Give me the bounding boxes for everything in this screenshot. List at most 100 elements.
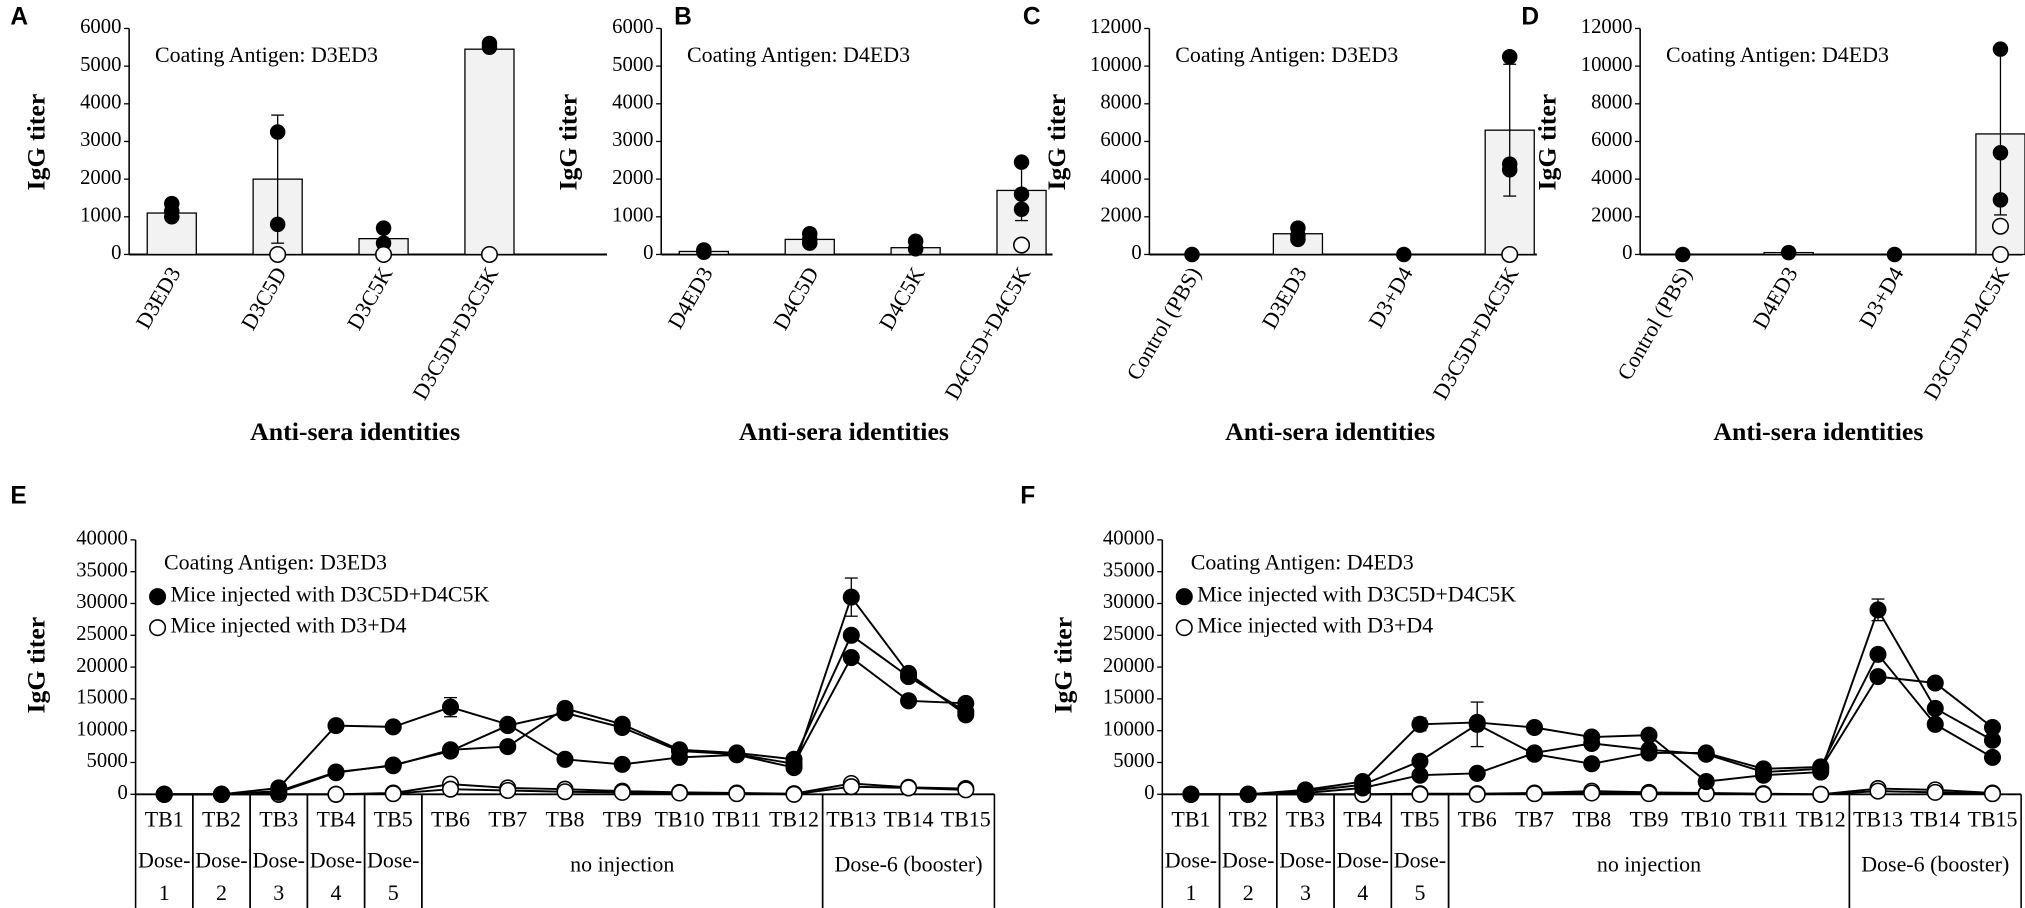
x-tick-label: TB7 <box>1515 806 1554 831</box>
y-tick-label: 4000 <box>1591 167 1632 189</box>
marker <box>900 779 918 797</box>
y-tick-label: 0 <box>1131 242 1141 264</box>
x-tick-label: TB5 <box>1400 806 1439 831</box>
dot-filled <box>1886 246 1903 263</box>
legend-marker <box>1175 588 1193 606</box>
marker <box>1640 741 1658 759</box>
y-tick-label: 0 <box>1622 242 1632 264</box>
marker <box>900 668 918 686</box>
annotation: Coating Antigen: D3ED3 <box>164 549 387 574</box>
dot-open <box>1991 217 2009 235</box>
y-tick-label: 40000 <box>1103 528 1155 550</box>
marker <box>499 717 517 735</box>
y-tick-label: 20000 <box>76 655 128 677</box>
y-tick-label: 30000 <box>1103 591 1155 613</box>
x-tick-label: TB1 <box>145 806 184 831</box>
x-tick-label: TB12 <box>769 806 819 831</box>
y-tick-label: 6000 <box>612 16 653 38</box>
y-tick-label: 5000 <box>87 750 128 772</box>
marker <box>1983 785 2002 803</box>
y-tick-label: 10000 <box>1090 54 1142 76</box>
x-tick-label: TB15 <box>1968 806 2018 831</box>
marker <box>957 694 975 712</box>
y-tick-label: 0 <box>118 782 128 804</box>
marker <box>499 781 517 800</box>
dot-filled <box>1184 246 1200 263</box>
x-tick-label: TB5 <box>374 806 413 831</box>
marker <box>1525 744 1543 762</box>
y-tick-label: 6000 <box>1591 129 1632 151</box>
x-tick-label: TB2 <box>1229 806 1268 831</box>
marker <box>1983 718 2002 737</box>
y-axis-label: IgG titer <box>22 94 51 191</box>
x-tick-label: D3+D4 <box>1363 262 1418 332</box>
marker <box>556 750 574 768</box>
group-label: Dose-2 <box>195 848 247 905</box>
x-tick-label: TB14 <box>884 806 934 831</box>
marker <box>1926 674 1944 692</box>
dot-filled <box>269 216 286 233</box>
y-tick-label: 20000 <box>1103 655 1155 677</box>
dot-open <box>1501 245 1519 263</box>
dot-filled <box>907 241 924 257</box>
y-tick-label: 3000 <box>612 129 653 151</box>
y-tick-label: 5000 <box>1113 750 1154 772</box>
marker <box>1640 726 1658 744</box>
y-tick-label: 1000 <box>612 205 653 227</box>
x-tick-label: D4C5K <box>874 262 930 334</box>
y-tick-label: 15000 <box>76 687 128 709</box>
x-tick-label: TB3 <box>259 806 298 831</box>
dot-filled <box>1992 41 2009 57</box>
marker <box>842 626 860 644</box>
panel-letter: A <box>10 4 28 31</box>
dot-open <box>269 245 287 263</box>
x-axis-label: Anti-sera identities <box>1225 417 1435 446</box>
marker <box>1812 785 1830 803</box>
marker <box>1411 785 1429 803</box>
x-tick-label: TB10 <box>1681 806 1731 831</box>
y-tick-label: 6000 <box>80 16 121 38</box>
marker <box>1869 668 1887 686</box>
marker <box>441 742 460 760</box>
x-tick-label: D4ED3 <box>663 262 718 333</box>
marker <box>1583 755 1601 773</box>
x-tick-label: TB2 <box>202 806 241 831</box>
group-label: Dose-1 <box>1165 848 1217 905</box>
y-tick-label: 10000 <box>1103 718 1155 740</box>
group-label: Dose-3 <box>1279 848 1331 905</box>
y-tick-label: 40000 <box>76 528 128 550</box>
marker <box>613 783 631 801</box>
y-axis-label: IgG titer <box>22 617 51 714</box>
marker <box>1411 715 1429 733</box>
marker <box>327 785 345 803</box>
marker <box>155 785 173 803</box>
marker <box>327 764 345 782</box>
dot-filled <box>1501 48 1518 65</box>
group-label: Dose-4 <box>1336 848 1388 905</box>
dot-filled <box>1992 145 2009 161</box>
marker <box>670 742 689 760</box>
group-label: Dose-6 (booster) <box>835 852 983 877</box>
dot-filled <box>1501 161 1518 178</box>
x-tick-label: D3C5D+D3C5K <box>407 262 503 404</box>
dot-filled <box>269 124 286 140</box>
annotation: Coating Antigen: D4ED3 <box>687 42 910 67</box>
panel-letter: F <box>1020 483 1035 510</box>
y-tick-label: 2000 <box>80 167 121 189</box>
x-axis-label: Anti-sera identities <box>1713 417 1923 446</box>
marker <box>441 698 460 716</box>
y-axis-label: IgG titer <box>1048 617 1077 714</box>
group-label: no injection <box>570 852 674 877</box>
marker <box>1525 785 1543 803</box>
dot-filled <box>1992 192 2009 208</box>
dot-filled <box>696 244 712 260</box>
panel-letter: E <box>10 483 26 510</box>
y-axis-label: IgG titer <box>1533 94 1562 191</box>
dot-filled <box>801 235 818 251</box>
y-axis-label: IgG titer <box>1042 94 1071 191</box>
marker <box>1182 785 1200 803</box>
x-tick-label: TB12 <box>1796 806 1846 831</box>
y-tick-label: 2000 <box>1100 205 1141 227</box>
marker <box>1697 745 1715 763</box>
marker <box>384 718 402 736</box>
